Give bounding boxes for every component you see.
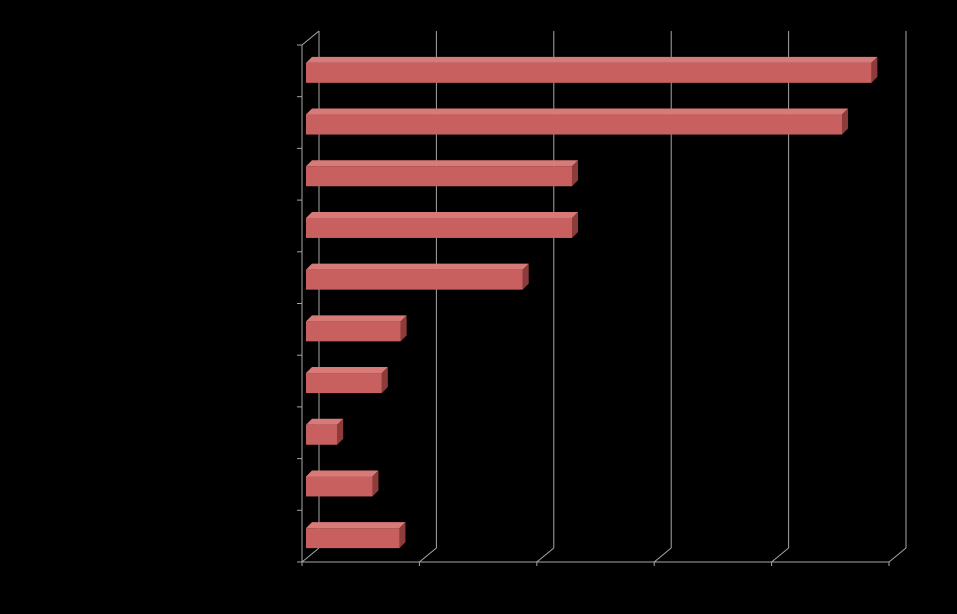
bars [306, 56, 878, 549]
axes [297, 30, 890, 566]
bar-front-2 [306, 166, 573, 187]
bar-front-9 [306, 528, 400, 549]
bar-top-3 [306, 211, 579, 218]
bar-0 [306, 56, 878, 83]
bar-front-3 [306, 217, 573, 238]
bar-top-1 [306, 108, 849, 115]
bar-9 [306, 522, 406, 549]
side-wall-top-edge [301, 30, 320, 46]
bar-side-2 [572, 160, 579, 187]
bar-top-9 [306, 522, 406, 529]
bar-side-6 [381, 367, 388, 394]
floor-gridline-3 [653, 547, 672, 563]
floor-gridline-4 [771, 547, 789, 563]
bar-top-5 [306, 315, 407, 322]
bar-side-4 [522, 263, 529, 290]
bar-top-7 [306, 418, 344, 425]
bar-side-8 [372, 470, 379, 497]
bar-front-4 [306, 269, 523, 290]
bar-4 [306, 263, 529, 290]
floor-gridline-2 [536, 547, 555, 563]
bar-front-5 [306, 321, 401, 342]
bar-side-3 [572, 211, 579, 238]
bar-side-5 [400, 315, 407, 342]
bar-top-0 [306, 56, 878, 63]
bar-top-8 [306, 470, 379, 477]
bar-front-6 [306, 373, 382, 394]
bar-top-4 [306, 263, 529, 270]
floor-gridline-5 [888, 547, 907, 563]
bar-top-2 [306, 160, 579, 167]
bar-side-0 [871, 56, 878, 83]
bar-top-6 [306, 367, 388, 374]
floor-gridline-0 [301, 547, 320, 563]
bar-8 [306, 470, 379, 497]
bar-front-8 [306, 476, 373, 497]
bar-1 [306, 108, 849, 135]
bar-front-1 [306, 114, 843, 135]
bar-2 [306, 160, 579, 187]
bar-7 [306, 418, 344, 445]
floor-gridline-1 [419, 547, 437, 563]
bar-side-7 [337, 418, 344, 445]
bar-3 [306, 211, 579, 238]
bar-side-9 [399, 522, 406, 549]
bar-5 [306, 315, 407, 342]
bar-front-7 [306, 424, 338, 445]
bar-front-0 [306, 62, 872, 83]
bar-side-1 [842, 108, 849, 135]
bar-6 [306, 367, 388, 394]
